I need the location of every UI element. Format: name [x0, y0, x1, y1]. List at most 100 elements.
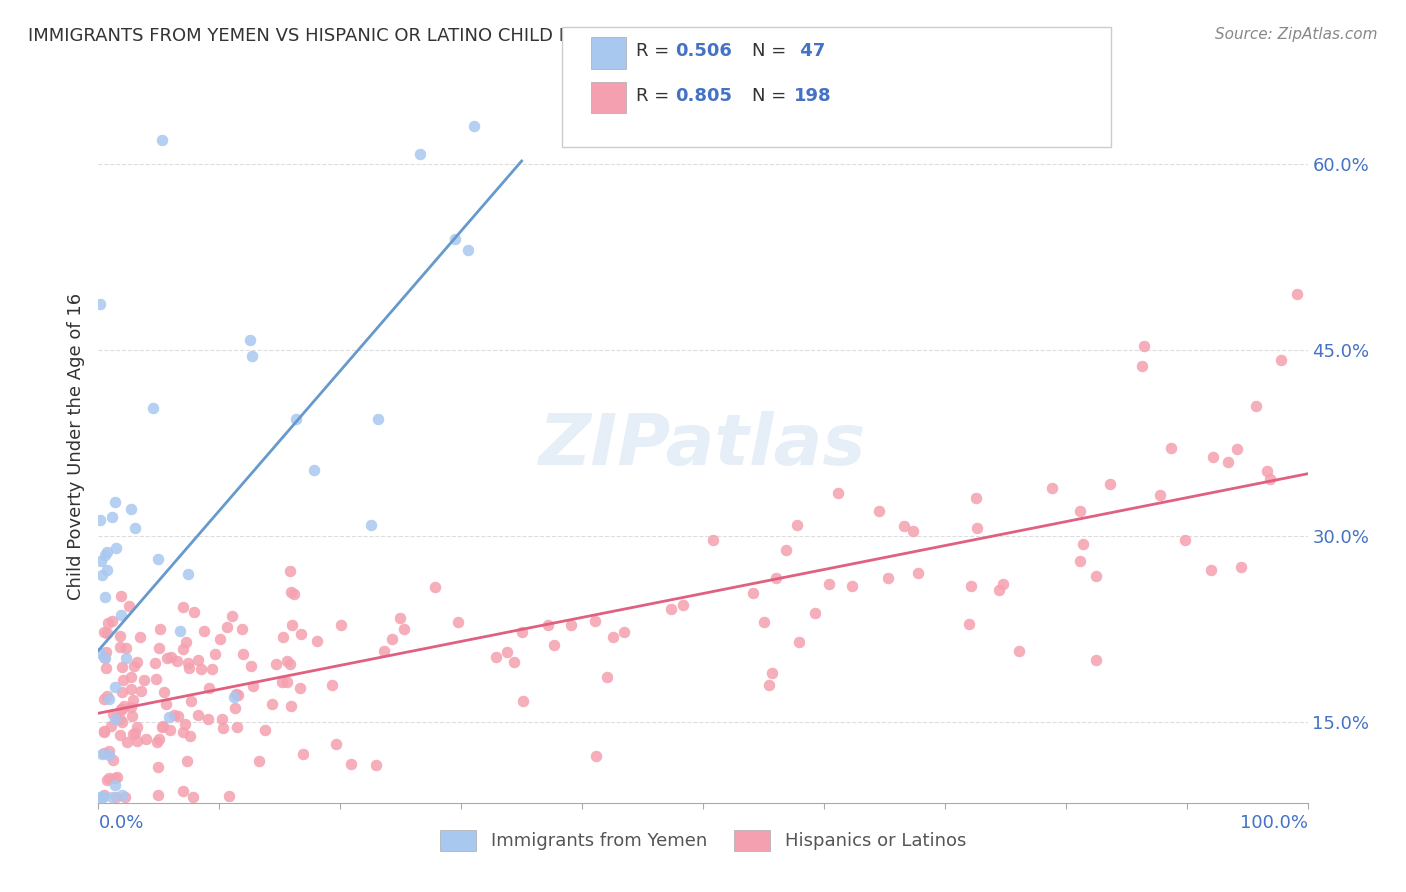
Point	[389, 611, 412, 625]
Point	[103, 707, 125, 722]
Point	[242, 679, 264, 693]
Point	[90, 789, 112, 804]
Point	[96, 545, 118, 559]
Point	[104, 541, 127, 555]
Point	[1216, 455, 1239, 469]
Point	[89, 297, 111, 311]
Point	[96, 625, 118, 640]
Point	[446, 615, 468, 630]
Point	[94, 661, 117, 675]
Point	[224, 690, 246, 705]
Point	[367, 412, 389, 426]
Point	[957, 616, 980, 631]
Point	[761, 666, 783, 681]
Point	[215, 620, 238, 634]
Point	[128, 630, 150, 644]
Point	[340, 757, 363, 772]
Point	[841, 579, 863, 593]
Point	[155, 698, 177, 712]
Point	[104, 778, 127, 792]
Point	[122, 659, 145, 673]
Point	[1149, 488, 1171, 502]
Point	[1160, 441, 1182, 455]
Point	[89, 513, 111, 527]
Point	[225, 686, 247, 700]
Point	[115, 651, 138, 665]
Text: 47: 47	[794, 42, 825, 60]
Point	[93, 692, 115, 706]
Point	[284, 412, 307, 426]
Point	[96, 564, 118, 578]
Point	[271, 675, 294, 690]
Point	[91, 789, 114, 804]
Point	[307, 634, 329, 648]
Point	[280, 698, 302, 713]
Point	[1270, 353, 1292, 368]
Point	[98, 748, 121, 763]
Point	[496, 645, 519, 659]
Point	[360, 518, 382, 533]
Point	[1069, 554, 1091, 568]
Text: 100.0%: 100.0%	[1240, 814, 1308, 831]
Point	[425, 580, 447, 594]
Point	[966, 521, 988, 535]
Point	[1225, 442, 1247, 456]
Point	[93, 590, 115, 604]
Point	[111, 673, 134, 687]
Text: 198: 198	[794, 87, 832, 105]
Point	[818, 577, 841, 591]
Text: IMMIGRANTS FROM YEMEN VS HISPANIC OR LATINO CHILD POVERTY UNDER THE AGE OF 16 CO: IMMIGRANTS FROM YEMEN VS HISPANIC OR LAT…	[28, 27, 1054, 45]
Point	[278, 657, 301, 672]
Point	[965, 491, 987, 505]
Point	[120, 669, 142, 683]
Point	[166, 654, 188, 668]
Point	[100, 789, 122, 804]
Point	[187, 653, 209, 667]
Point	[292, 747, 315, 762]
Point	[174, 634, 197, 648]
Point	[90, 554, 112, 568]
Point	[146, 760, 169, 774]
Point	[167, 709, 190, 723]
Point	[120, 501, 142, 516]
Point	[1202, 450, 1225, 465]
Point	[543, 638, 565, 652]
Point	[97, 743, 120, 757]
Point	[91, 747, 114, 761]
Point	[240, 659, 263, 673]
Point	[110, 607, 132, 622]
Point	[1256, 464, 1278, 478]
Text: 0.805: 0.805	[675, 87, 733, 105]
Point	[135, 732, 157, 747]
Point	[90, 789, 112, 804]
Point	[149, 622, 172, 636]
Point	[104, 771, 127, 785]
Point	[827, 485, 849, 500]
Point	[239, 334, 262, 348]
Text: 0.506: 0.506	[675, 42, 731, 60]
Point	[163, 708, 186, 723]
Point	[765, 571, 787, 585]
Legend: Immigrants from Yemen, Hispanics or Latinos: Immigrants from Yemen, Hispanics or Lati…	[433, 822, 973, 858]
Point	[702, 533, 724, 547]
Point	[129, 684, 152, 698]
Point	[124, 520, 146, 534]
Point	[96, 689, 118, 703]
Point	[278, 565, 301, 579]
Text: N =: N =	[752, 42, 792, 60]
Point	[288, 681, 311, 696]
Point	[560, 617, 582, 632]
Point	[485, 650, 508, 665]
Point	[172, 725, 194, 739]
Point	[254, 723, 277, 738]
Point	[231, 622, 253, 636]
Point	[110, 589, 132, 603]
Point	[959, 579, 981, 593]
Point	[112, 698, 135, 713]
Point	[752, 615, 775, 629]
Point	[111, 788, 134, 802]
Point	[271, 630, 294, 644]
Point	[108, 629, 131, 643]
Point	[180, 694, 202, 708]
Point	[90, 567, 112, 582]
